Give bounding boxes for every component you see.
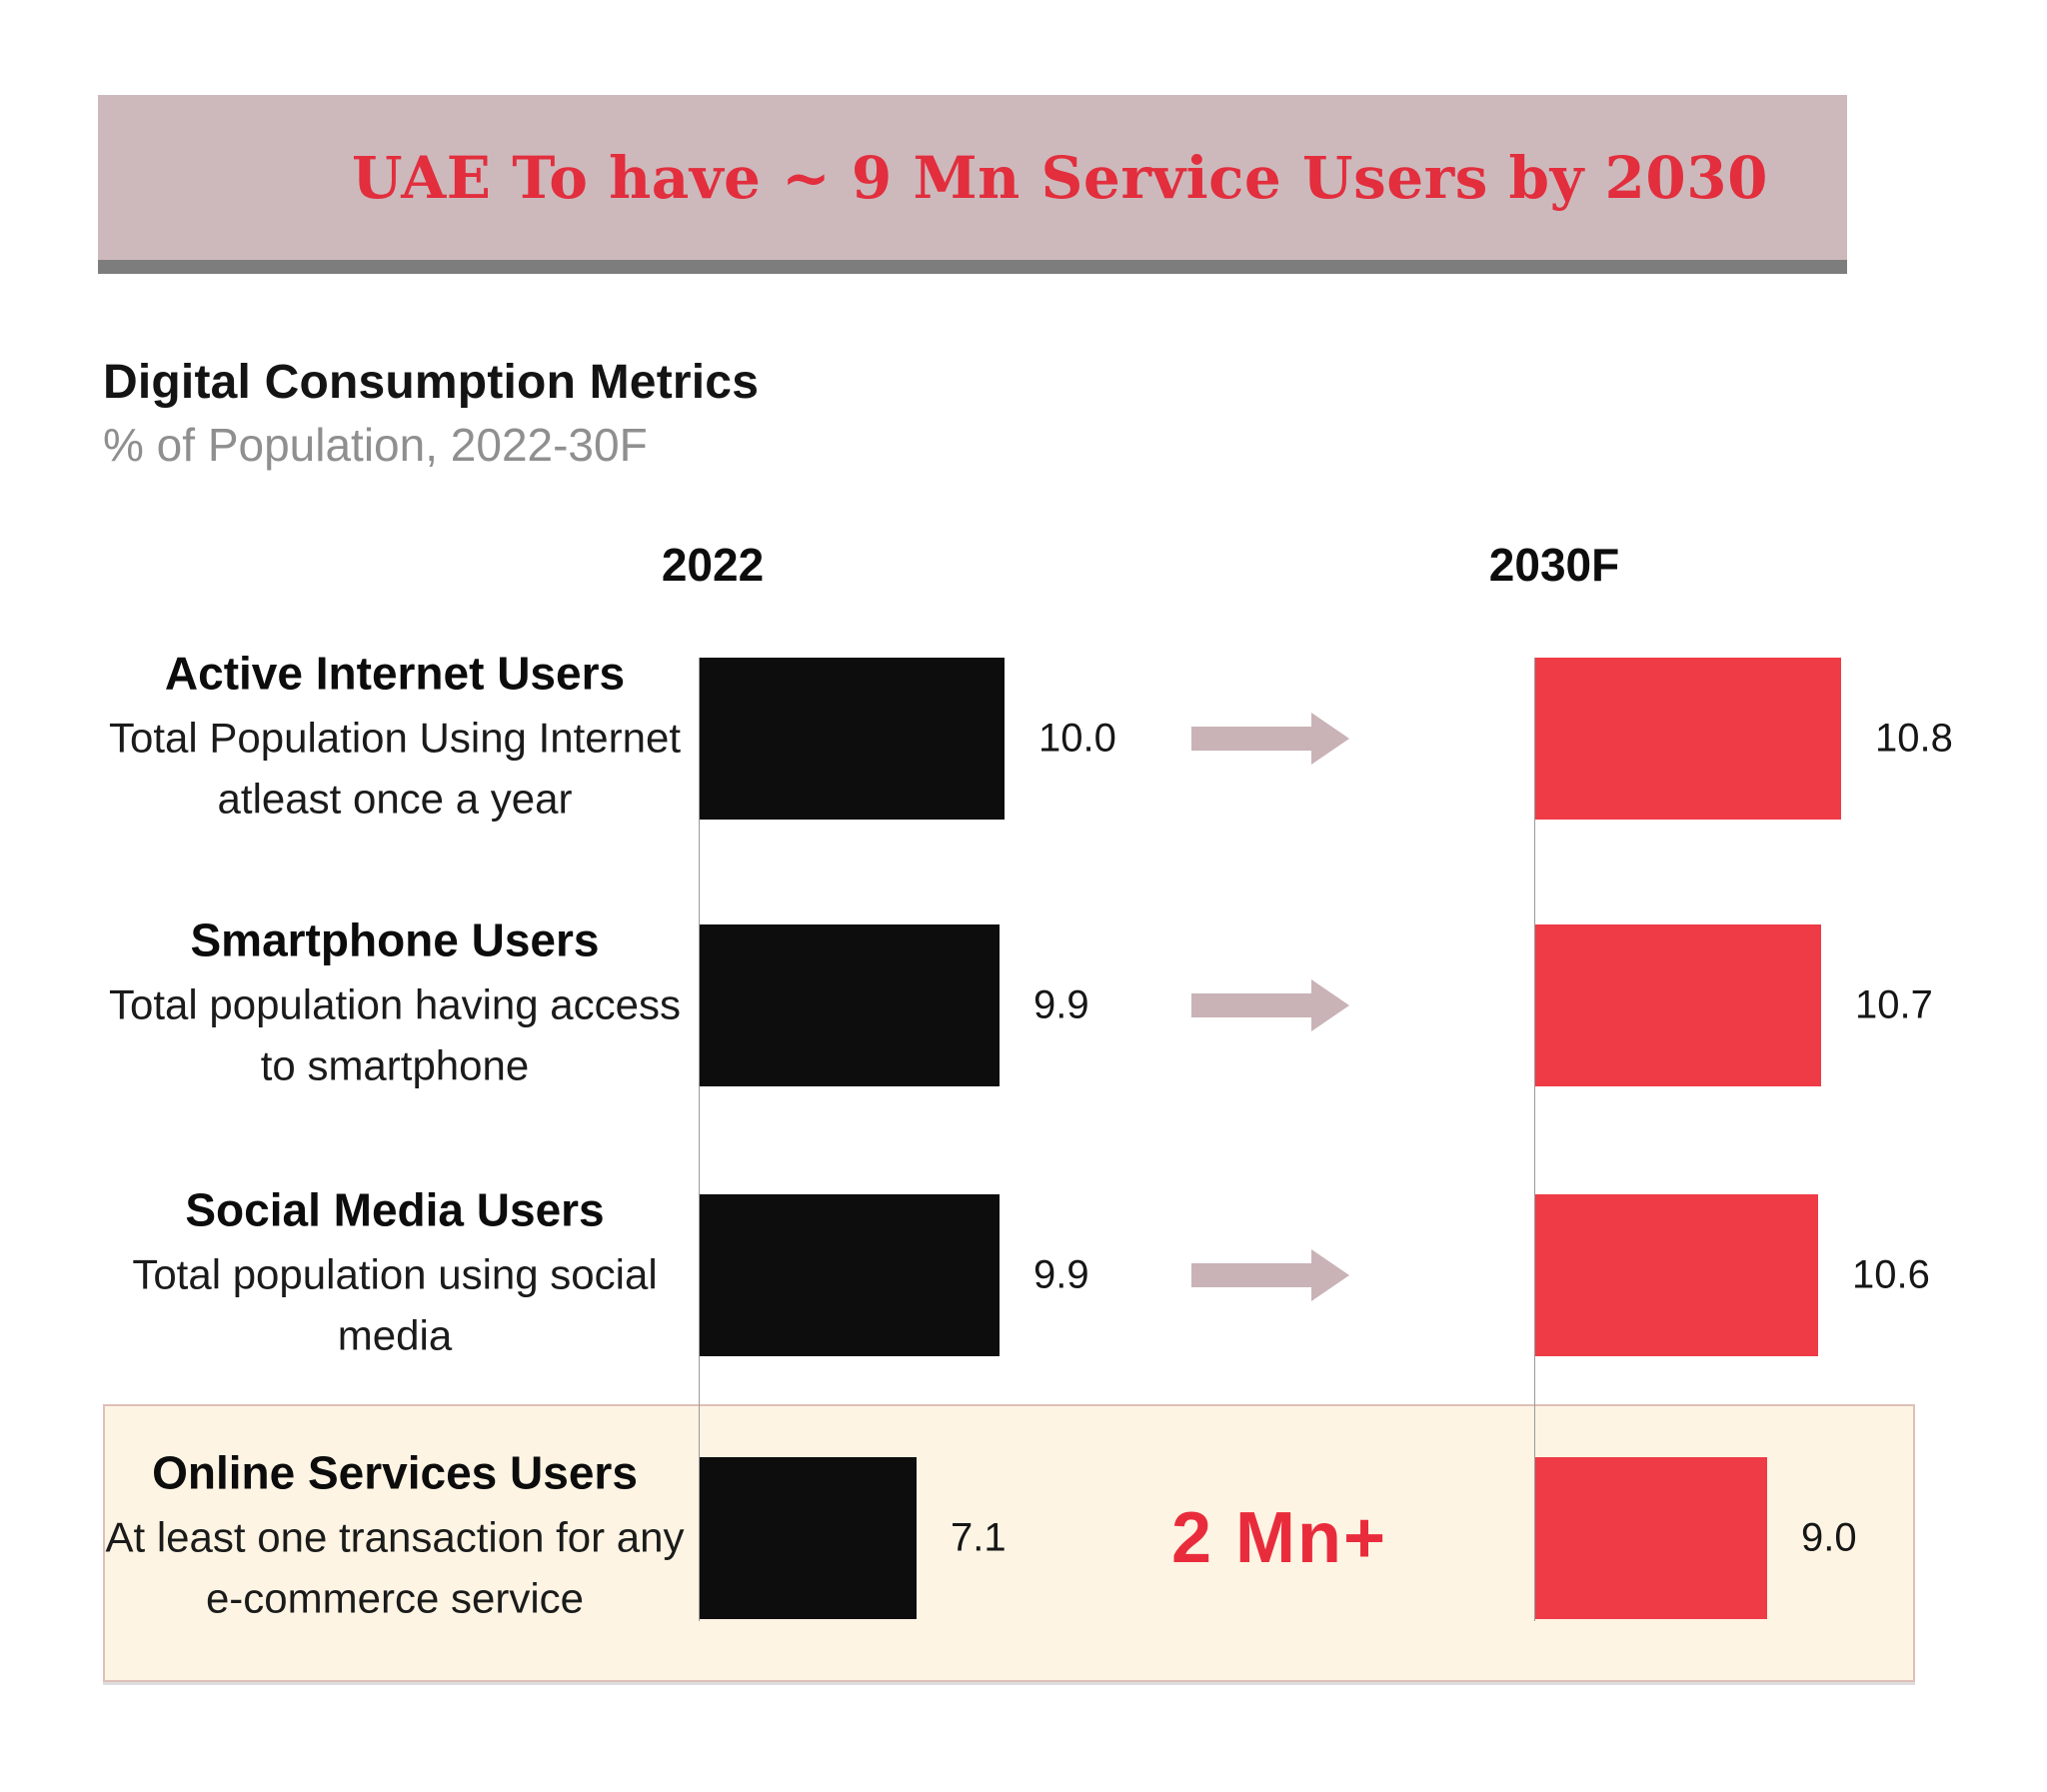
arrow-right-icon: [1191, 713, 1349, 765]
bar-2022: 7.1: [700, 1457, 1007, 1619]
bar-2030: 10.8: [1535, 658, 1953, 820]
arrow-right-icon: [1191, 1249, 1349, 1301]
row-label-title: Smartphone Users: [190, 913, 600, 966]
bar-value-label: 10.7: [1855, 982, 1933, 1027]
bar-2022: 9.9: [700, 1194, 1089, 1356]
title-banner: UAE To have ~ 9 Mn Service Users by 2030: [98, 95, 1847, 260]
banner-title: UAE To have ~ 9 Mn Service Users by 2030: [352, 143, 1768, 212]
axis-line-2022: [699, 658, 700, 1621]
row-label: Online Services Users At least one trans…: [95, 1447, 695, 1630]
bar-value-label: 9.9: [1033, 982, 1089, 1027]
bar-2030: 10.6: [1535, 1194, 1930, 1356]
bar-2022: 10.0: [700, 658, 1116, 820]
row-label: Active Internet Users Total Population U…: [95, 648, 695, 831]
row-label: Social Media Users Total population usin…: [95, 1184, 695, 1367]
chart-row-smartphone-users: Smartphone Users Total population having…: [0, 914, 2047, 1089]
bar-value-label: 7.1: [951, 1515, 1007, 1560]
row-label-subtitle: Total Population Using Internet atleast …: [108, 714, 682, 823]
bar-value-label: 9.0: [1801, 1515, 1857, 1560]
chart-row-online-services-users: Online Services Users At least one trans…: [0, 1447, 2047, 1622]
chart-subtitle: % of Population, 2022-30F: [103, 419, 648, 471]
bar-2030: 9.0: [1535, 1457, 1857, 1619]
row-label-subtitle: At least one transaction for any e-comme…: [105, 1513, 685, 1622]
bar-value-label: 10.0: [1038, 716, 1116, 761]
column-header-2030: 2030F: [1488, 539, 1620, 591]
growth-note: 2 Mn+: [1170, 1498, 1388, 1578]
bar-value-label: 9.9: [1033, 1252, 1089, 1297]
chart-title: Digital Consumption Metrics: [103, 356, 760, 409]
chart-row-social-media-users: Social Media Users Total population usin…: [0, 1184, 2047, 1359]
row-label-title: Active Internet Users: [164, 647, 626, 700]
row-label-title: Social Media Users: [185, 1183, 605, 1236]
row-label-subtitle: Total population having access to smartp…: [108, 980, 682, 1089]
row-label-subtitle: Total population using social media: [132, 1250, 658, 1359]
bar-2030: 10.7: [1535, 924, 1933, 1086]
row-label-title: Online Services Users: [152, 1446, 638, 1499]
banner-underline: [98, 260, 1847, 274]
column-header-2022: 2022: [661, 539, 765, 591]
bar-value-label: 10.6: [1852, 1252, 1930, 1297]
axis-line-2030: [1534, 658, 1535, 1621]
arrow-right-icon: [1191, 979, 1349, 1031]
bar-2022: 9.9: [700, 924, 1089, 1086]
bar-value-label: 10.8: [1875, 716, 1953, 761]
row-label: Smartphone Users Total population having…: [95, 914, 695, 1097]
chart-row-active-internet-users: Active Internet Users Total Population U…: [0, 648, 2047, 823]
